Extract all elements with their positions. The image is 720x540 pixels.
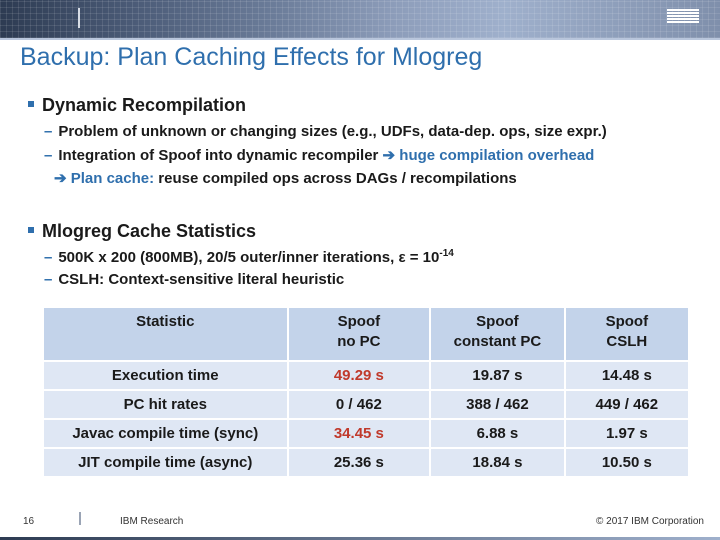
page-number: 16 <box>23 516 35 527</box>
dash-bullet-icon: – <box>44 123 53 140</box>
table-cell: 18.84 s <box>431 449 564 476</box>
table-cell: 34.45 s <box>288 420 430 447</box>
dash-bullet-icon: – <box>44 249 53 266</box>
row-label: Javac compile time (sync) <box>44 420 287 447</box>
table-cell: 14.48 s <box>565 362 688 389</box>
table-row: Execution time 49.29 s 19.87 s 14.48 s <box>44 362 688 389</box>
column-header: Spoof constant PC <box>431 308 564 360</box>
section-cache-statistics: Mlogreg Cache Statistics <box>28 221 256 242</box>
table-cell: 0 / 462 <box>288 391 430 418</box>
footer-divider <box>79 512 81 525</box>
table-row: JIT compile time (async) 25.36 s 18.84 s… <box>44 449 688 476</box>
sub-bullet-cslh: – CSLH: Context-sensitive literal heurist… <box>44 271 344 288</box>
table-row: PC hit rates 0 / 462 388 / 462 449 / 462 <box>44 391 688 418</box>
column-header: Spoof no PC <box>288 308 430 360</box>
column-header: Statistic <box>44 308 287 360</box>
sub-bullet-dataset: –500K x 200 (800MB), 20/5 outer/inner it… <box>44 248 454 266</box>
section-dynamic-recompilation: Dynamic Recompilation <box>28 95 246 116</box>
sub-bullet-text: CSLH: Context-sensitive literal heuristi… <box>58 271 345 288</box>
header-rule <box>0 38 720 40</box>
section-heading: Dynamic Recompilation <box>42 95 247 115</box>
table-header-row: Statistic Spoof no PC Spoof constant PC Sp… <box>44 308 688 360</box>
right-arrow-icon: ➔ <box>54 170 71 187</box>
dash-bullet-icon: – <box>44 271 53 288</box>
sub-bullet-text: Problem of unknown or changing sizes (e.… <box>58 123 607 140</box>
table-cell: 10.50 s <box>565 449 688 476</box>
highlight-text: huge compilation overhead <box>399 147 595 164</box>
square-bullet-icon <box>28 227 34 234</box>
plan-cache-text: reuse compiled ops across DAGs / recompi… <box>154 170 517 187</box>
right-arrow-icon: ➔ <box>382 147 400 164</box>
sub-bullet-text: Integration of Spoof into dynamic recomp… <box>58 147 383 164</box>
sub-bullet-problem: – Problem of unknown or changing sizes (e… <box>44 123 607 140</box>
table-cell: 1.97 s <box>565 420 688 447</box>
row-label: Execution time <box>44 362 287 389</box>
column-header: Spoof CSLH <box>565 308 688 360</box>
dash-bullet-icon: – <box>44 147 53 164</box>
table-cell: 449 / 462 <box>565 391 688 418</box>
table-cell: 6.88 s <box>431 420 564 447</box>
sub-bullet-text: 500K x 200 (800MB), 20/5 outer/inner ite… <box>58 249 440 266</box>
section-heading: Mlogreg Cache Statistics <box>42 221 257 241</box>
row-label: PC hit rates <box>44 391 287 418</box>
footer-org: IBM Research <box>120 516 184 527</box>
table-cell: 19.87 s <box>431 362 564 389</box>
table-cell: 49.29 s <box>288 362 430 389</box>
banner-divider <box>78 8 80 28</box>
footer-bar <box>0 537 720 540</box>
highlight-text: Plan cache: <box>70 170 155 187</box>
table-cell: 25.36 s <box>288 449 430 476</box>
sub-bullet-integration: – Integration of Spoof into dynamic recom… <box>44 146 594 164</box>
plan-cache-line: ➔ Plan cache: reuse compiled ops across … <box>54 169 517 187</box>
exponent: -14 <box>439 248 454 259</box>
footer-copyright: © 2017 IBM Corporation <box>596 516 704 527</box>
ibm-logo <box>667 9 699 23</box>
table-cell: 388 / 462 <box>431 391 564 418</box>
slide-title: Backup: Plan Caching Effects for Mlogreg <box>20 43 483 71</box>
row-label: JIT compile time (async) <box>44 449 287 476</box>
square-bullet-icon <box>28 101 34 108</box>
table-row: Javac compile time (sync) 34.45 s 6.88 s… <box>44 420 688 447</box>
banner-grid-pattern <box>0 0 720 38</box>
cache-statistics-table: Statistic Spoof no PC Spoof constant PC Sp… <box>42 306 690 478</box>
header-banner <box>0 0 720 38</box>
